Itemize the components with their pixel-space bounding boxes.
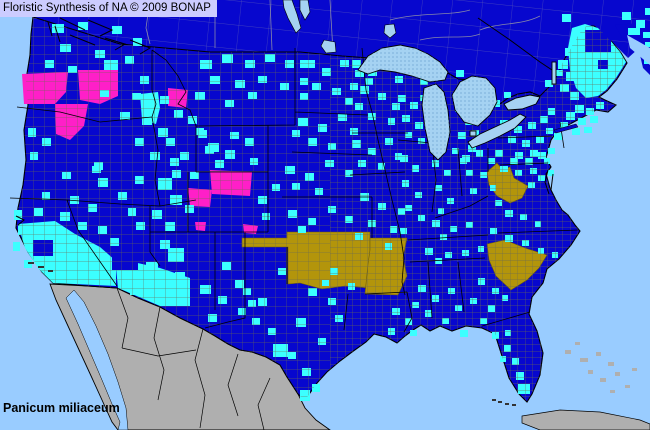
cyan-county (572, 128, 580, 135)
cyan-county (460, 330, 468, 337)
lake-champlain (551, 61, 557, 85)
lake-st-clair (469, 130, 477, 137)
bahamas-island (615, 372, 620, 376)
bay-of-fundy (627, 35, 650, 65)
maritimes-land (615, 22, 650, 50)
cyan-county (632, 28, 640, 35)
cyan-county (645, 42, 650, 47)
lake-ontario (503, 94, 541, 111)
gulf-of-california (65, 289, 129, 430)
bahamas-island (580, 358, 588, 362)
canada-province-borders (145, 0, 541, 53)
puget-sound (47, 21, 61, 43)
bahamas-island (610, 390, 615, 393)
bahamas-island (608, 362, 614, 366)
bahamas-island (600, 378, 606, 382)
bc-coast-inlets (59, 17, 152, 55)
cyan-county (645, 8, 650, 15)
florida-key (505, 403, 509, 405)
cuba (521, 409, 650, 430)
channel-islands (28, 262, 53, 272)
bahamas-island (588, 370, 593, 374)
cyan-county (622, 12, 631, 20)
cyan-county (590, 116, 598, 123)
cyan-county (78, 22, 88, 30)
florida-key (492, 399, 496, 401)
canada-lakes (282, 0, 397, 54)
bahamas-island (565, 350, 571, 354)
cyan-county (112, 26, 122, 34)
cyan-county (504, 92, 511, 98)
lake-winnipeg (282, 0, 302, 34)
chesapeake-bay (544, 169, 554, 195)
great-lakes-stipple (358, 45, 497, 160)
bahamas-island (596, 352, 601, 356)
cyan-county (562, 14, 571, 22)
bahamas-island (632, 368, 637, 371)
cyan-county (548, 170, 554, 176)
cyan-county (578, 118, 586, 125)
cyan-county (13, 242, 20, 251)
long-island (553, 123, 579, 134)
cyan-county (456, 70, 464, 77)
cyan-county (548, 148, 555, 154)
ontario-quebec-border (477, 17, 553, 71)
lake-winnipegosis (299, 0, 311, 21)
cyan-county (584, 127, 592, 133)
cyan-county (554, 133, 562, 140)
cyan-county (636, 20, 645, 28)
bahamas-island (625, 385, 630, 388)
us-state-borders (9, 47, 579, 333)
mexico-state-borders (116, 287, 271, 430)
species-name-label: Panicum miliaceum (3, 401, 120, 415)
cyan-county (312, 384, 320, 392)
florida-key (498, 401, 502, 403)
cyan-county (133, 38, 142, 46)
san-francisco-bay (15, 215, 25, 226)
islands-layer (492, 342, 650, 430)
map-title: Floristic Synthesis of NA © 2009 BONAP (0, 0, 217, 17)
cyan-county (410, 330, 417, 336)
coastal-details (15, 17, 554, 226)
lake-erie (467, 113, 527, 149)
cyan-county (643, 32, 650, 38)
bahamas-island (575, 342, 580, 345)
florida-key (512, 404, 516, 406)
cyan-county (545, 80, 553, 87)
lake-nipigon (383, 23, 397, 39)
lake-of-the-woods (320, 39, 337, 54)
